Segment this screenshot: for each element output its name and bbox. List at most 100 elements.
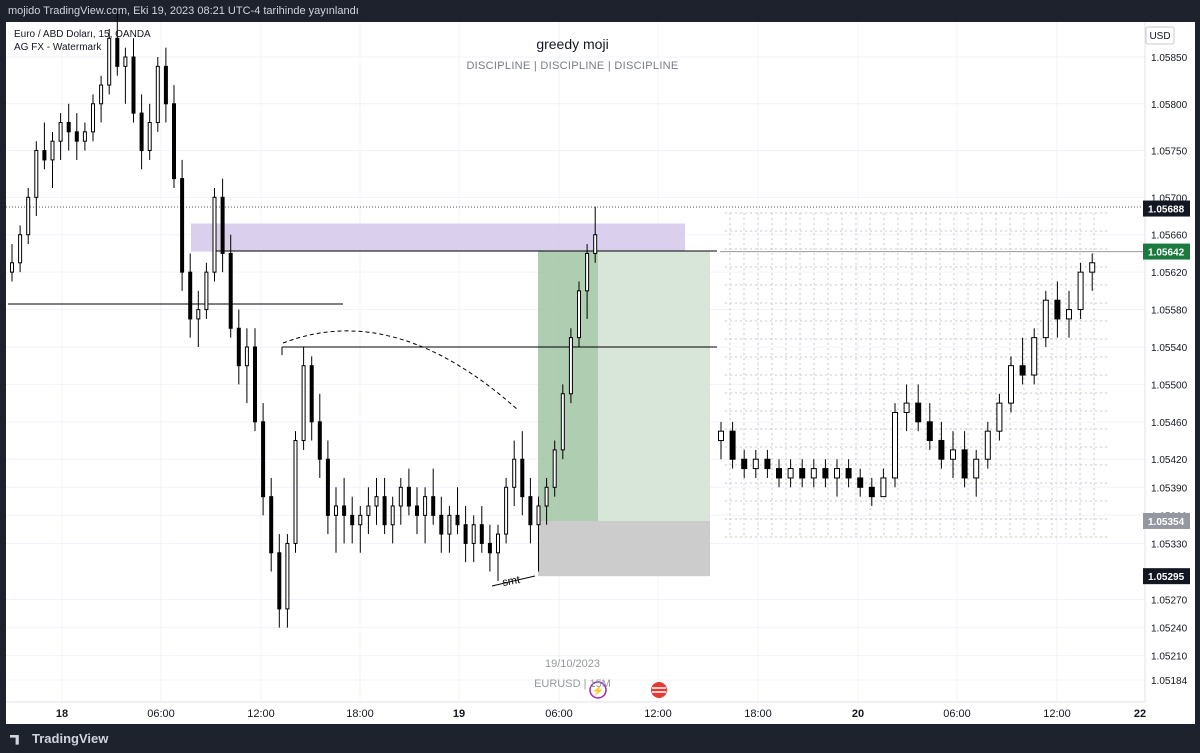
projection-candle[interactable] [799, 468, 806, 479]
candle[interactable] [228, 252, 233, 329]
candle[interactable] [504, 486, 509, 535]
projection-candle[interactable] [1019, 365, 1026, 376]
projection-candle[interactable] [1077, 271, 1084, 311]
candle[interactable] [415, 505, 419, 516]
projection-candle[interactable] [810, 468, 817, 479]
candle[interactable] [18, 234, 23, 264]
candle[interactable] [487, 542, 492, 554]
projection-candle[interactable] [973, 458, 980, 479]
candle[interactable] [374, 496, 379, 507]
lightning-event-icon[interactable] [589, 681, 607, 699]
candle[interactable] [66, 121, 71, 133]
candle[interactable] [123, 56, 128, 67]
candle[interactable] [107, 37, 112, 86]
candle[interactable] [496, 533, 500, 554]
candle[interactable] [82, 131, 87, 142]
candle[interactable] [390, 505, 395, 526]
projection-candle[interactable] [915, 402, 922, 423]
candle[interactable] [277, 552, 282, 610]
candle[interactable] [131, 56, 136, 114]
candle[interactable] [479, 524, 484, 544]
stop-zone[interactable] [538, 520, 710, 577]
projection-candle[interactable] [776, 468, 782, 479]
candle[interactable] [50, 140, 55, 161]
candle[interactable] [301, 365, 306, 442]
candle[interactable] [512, 458, 517, 488]
candle[interactable] [253, 346, 257, 423]
candle[interactable] [139, 112, 144, 152]
projection-candle[interactable] [822, 468, 829, 479]
target-zone-active[interactable] [538, 251, 598, 521]
candle[interactable] [269, 496, 274, 554]
candle[interactable] [560, 393, 565, 451]
candle[interactable] [439, 514, 444, 535]
projection-candle[interactable] [1054, 299, 1061, 320]
projection-candle[interactable] [729, 430, 736, 460]
candle[interactable] [155, 65, 160, 123]
candle[interactable] [463, 524, 468, 544]
candle[interactable] [317, 421, 322, 460]
candle[interactable] [423, 496, 428, 516]
projection-candle[interactable] [764, 458, 771, 470]
candle[interactable] [520, 458, 525, 498]
candle[interactable] [58, 121, 63, 142]
candle[interactable] [236, 327, 241, 367]
candle[interactable] [398, 486, 403, 507]
target-zone[interactable] [598, 251, 710, 521]
projection-candle[interactable] [752, 458, 759, 470]
swing-arc[interactable] [282, 330, 519, 411]
candle[interactable] [115, 37, 120, 67]
symbol-legend[interactable]: Euro / ABD Doları, 15, OANDA [14, 29, 151, 40]
projection-candle[interactable] [845, 468, 852, 479]
projection-candle[interactable] [996, 402, 1003, 432]
smt-line[interactable] [491, 575, 536, 587]
currency-box[interactable] [1145, 26, 1175, 45]
projection-candle[interactable] [741, 458, 748, 470]
candle[interactable] [163, 65, 168, 105]
candle[interactable] [358, 514, 363, 526]
projection-candle[interactable] [1066, 309, 1072, 320]
candle[interactable] [350, 514, 355, 526]
projection-candle[interactable] [787, 468, 794, 479]
projection-candle[interactable] [938, 440, 945, 460]
projection-candle[interactable] [950, 449, 956, 460]
candle[interactable] [455, 514, 460, 526]
candle[interactable] [91, 103, 95, 133]
projection-candle[interactable] [1042, 299, 1049, 339]
candle[interactable] [568, 337, 573, 395]
projection-candle[interactable] [961, 449, 968, 479]
candle[interactable] [528, 496, 533, 526]
candle[interactable] [196, 309, 201, 320]
candle[interactable] [34, 150, 39, 198]
projection-candle[interactable] [857, 477, 864, 488]
candle[interactable] [406, 486, 411, 507]
candle[interactable] [147, 121, 152, 152]
supply-zone[interactable] [191, 223, 685, 252]
candle[interactable] [325, 458, 330, 516]
projection-candle[interactable] [868, 486, 875, 498]
candle[interactable] [342, 505, 347, 516]
projection-candle[interactable] [984, 430, 991, 460]
projection-candle[interactable] [1089, 262, 1096, 273]
candle[interactable] [447, 514, 452, 535]
us-flag-event-icon[interactable] [651, 682, 667, 698]
candle[interactable] [74, 131, 79, 142]
candle[interactable] [188, 271, 193, 320]
candle[interactable] [309, 365, 314, 423]
projection-candle[interactable] [1008, 365, 1014, 404]
candle[interactable] [99, 84, 104, 105]
candle[interactable] [334, 505, 338, 516]
candle[interactable] [26, 196, 31, 236]
candle[interactable] [382, 496, 387, 526]
projection-candle[interactable] [880, 477, 887, 498]
candle[interactable] [204, 271, 209, 311]
candle[interactable] [220, 196, 225, 254]
projection-candle[interactable] [718, 430, 724, 442]
candle[interactable] [244, 346, 249, 367]
candle[interactable] [261, 421, 266, 498]
projection-candle[interactable] [1031, 337, 1038, 376]
candle[interactable] [285, 542, 290, 610]
candle[interactable] [536, 505, 541, 526]
candle[interactable] [10, 262, 14, 273]
candle[interactable] [577, 290, 581, 339]
